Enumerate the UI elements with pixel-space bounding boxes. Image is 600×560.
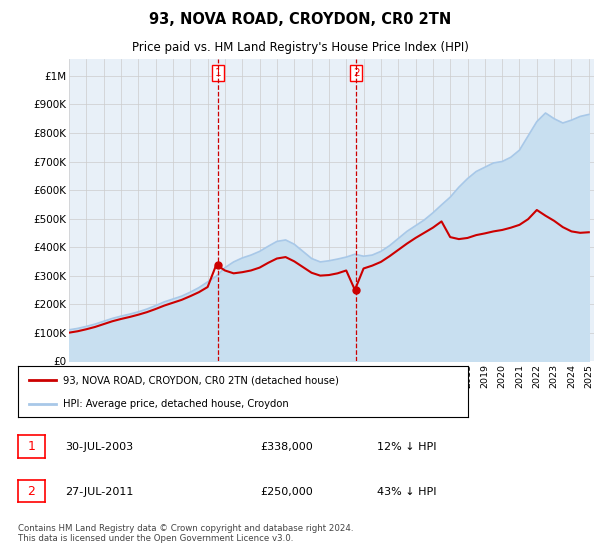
Text: 30-JUL-2003: 30-JUL-2003	[65, 442, 133, 452]
Text: 2: 2	[353, 68, 359, 78]
Text: Contains HM Land Registry data © Crown copyright and database right 2024.
This d: Contains HM Land Registry data © Crown c…	[18, 524, 353, 543]
Text: HPI: Average price, detached house, Croydon: HPI: Average price, detached house, Croy…	[63, 399, 289, 409]
Text: 1: 1	[28, 440, 35, 453]
Text: 2: 2	[28, 484, 35, 498]
Text: 1: 1	[214, 68, 221, 78]
Text: Price paid vs. HM Land Registry's House Price Index (HPI): Price paid vs. HM Land Registry's House …	[131, 41, 469, 54]
Text: 93, NOVA ROAD, CROYDON, CR0 2TN: 93, NOVA ROAD, CROYDON, CR0 2TN	[149, 12, 451, 27]
Text: 27-JUL-2011: 27-JUL-2011	[65, 487, 134, 497]
Text: 93, NOVA ROAD, CROYDON, CR0 2TN (detached house): 93, NOVA ROAD, CROYDON, CR0 2TN (detache…	[63, 375, 339, 385]
Text: 43% ↓ HPI: 43% ↓ HPI	[377, 487, 436, 497]
Text: £250,000: £250,000	[260, 487, 313, 497]
Text: 12% ↓ HPI: 12% ↓ HPI	[377, 442, 436, 452]
Text: £338,000: £338,000	[260, 442, 313, 452]
